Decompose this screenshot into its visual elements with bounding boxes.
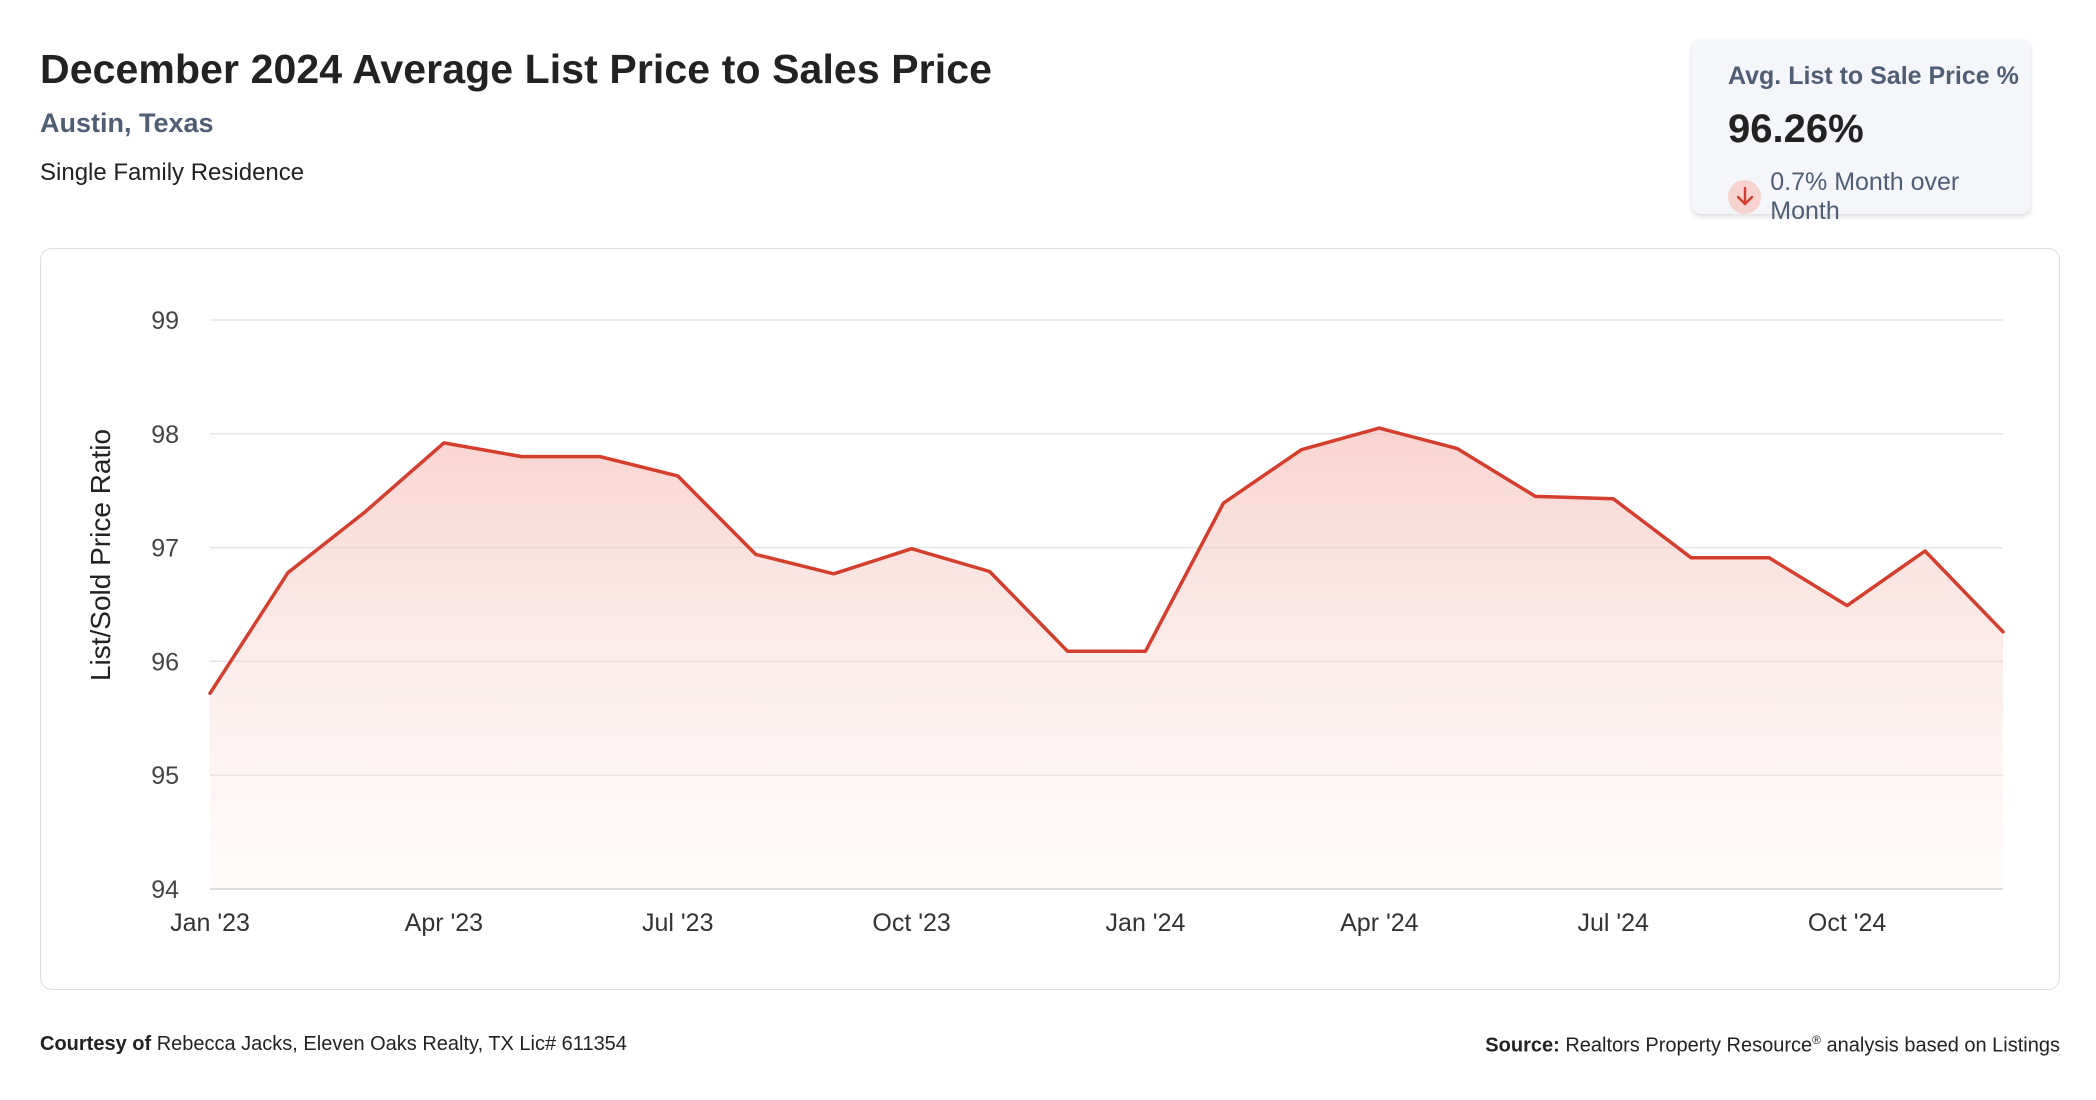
x-tick-label: Apr '23 — [405, 909, 483, 937]
y-tick-label: 95 — [151, 762, 179, 790]
source-label: Source: — [1485, 1034, 1560, 1057]
data-point — [439, 438, 449, 448]
x-tick-label: Jan '23 — [170, 909, 250, 937]
data-point — [1842, 601, 1852, 611]
kpi-label: Avg. List to Sale Price % — [1728, 62, 2019, 90]
data-point — [673, 471, 683, 481]
data-point — [985, 566, 995, 576]
y-tick-label: 97 — [151, 535, 179, 563]
kpi-change-text: 0.7% Month over Month — [1770, 168, 1960, 225]
arrow-down-icon — [1728, 180, 1762, 214]
chart-card: 94 95 96 97 98 99 Jan '23 Apr '23 Jul '23 Oct '2… — [40, 248, 2060, 990]
data-point — [751, 549, 761, 559]
list-sale-ratio-chart: 94 95 96 97 98 99 Jan '23 Apr '23 Jul '23 Oct '2… — [85, 307, 2008, 937]
data-point — [283, 568, 293, 578]
property-type-label: Single Family Residence — [40, 159, 305, 186]
kpi-change: 0.7% Month over Month — [1728, 168, 2030, 226]
courtesy-footer: Courtesy of Rebecca Jacks, Eleven Oaks R… — [40, 1033, 627, 1056]
page-title: December 2024 Average List Price to Sale… — [40, 46, 993, 92]
x-tick-label: Jul '23 — [642, 909, 713, 937]
x-tick-label: Oct '24 — [1808, 909, 1887, 937]
data-point — [205, 688, 215, 698]
y-tick-label: 94 — [151, 876, 179, 904]
data-point — [1764, 553, 1774, 563]
series-line — [208, 426, 2005, 696]
data-point — [1686, 553, 1696, 563]
courtesy-label: Courtesy of — [40, 1033, 152, 1055]
data-point — [1296, 445, 1306, 455]
series-area — [210, 428, 2003, 889]
courtesy-text: Rebecca Jacks, Eleven Oaks Realty, TX Li… — [156, 1033, 627, 1055]
y-tick-label: 99 — [151, 307, 179, 335]
data-point — [595, 452, 605, 462]
data-point — [1063, 646, 1073, 656]
y-tick-label: 96 — [151, 648, 179, 676]
data-point — [1218, 498, 1228, 508]
data-point — [1530, 491, 1540, 501]
x-tick-label: Jul '24 — [1577, 909, 1649, 937]
source-footer: Source: Realtors Property Resource® anal… — [1485, 1033, 2060, 1058]
data-point — [1920, 546, 1930, 556]
location-subtitle: Austin, Texas — [40, 108, 214, 138]
data-point — [1452, 444, 1462, 454]
registered-mark: ® — [1812, 1033, 1821, 1047]
data-point — [1998, 627, 2008, 637]
y-tick-label: 98 — [151, 421, 179, 449]
data-point — [1608, 494, 1618, 504]
source-suffix: analysis based on Listings — [1826, 1034, 2060, 1057]
source-text: Realtors Property Resource — [1565, 1034, 1813, 1057]
y-axis-title: List/Sold Price Ratio — [85, 429, 116, 681]
data-point — [1374, 423, 1384, 433]
data-point — [517, 452, 527, 462]
data-point — [829, 569, 839, 579]
data-point — [361, 506, 371, 516]
x-tick-label: Jan '24 — [1106, 909, 1186, 937]
kpi-value: 96.26% — [1728, 107, 1864, 151]
data-point — [1140, 646, 1150, 656]
kpi-card: Avg. List to Sale Price % 96.26% 0.7% Mo… — [1692, 40, 2030, 225]
data-point — [907, 544, 917, 554]
x-tick-label: Oct '23 — [872, 909, 950, 937]
x-tick-label: Apr '24 — [1340, 909, 1419, 937]
